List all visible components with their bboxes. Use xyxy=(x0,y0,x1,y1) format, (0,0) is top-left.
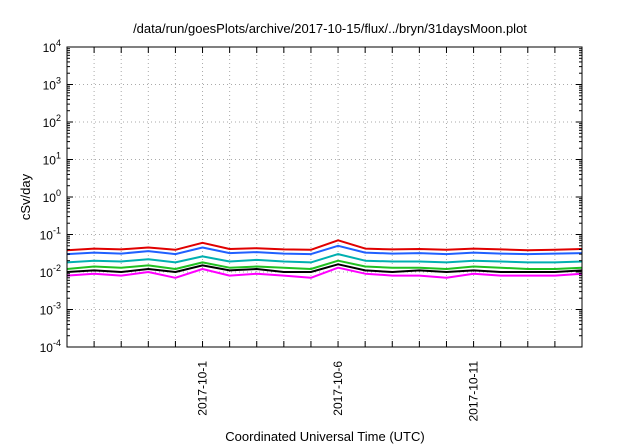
y-tick-labels: 10-4 10-3 10-2 10-1 100 101 102 103 104 xyxy=(40,38,61,355)
series-line xyxy=(66,253,583,264)
series-line xyxy=(66,263,583,273)
series-line xyxy=(66,259,583,270)
y-tick-label: 103 xyxy=(43,76,61,93)
series-line xyxy=(66,244,583,256)
x-axis-label: Coordinated Universal Time (UTC) xyxy=(225,429,424,444)
x-tick-label: 2017-10-11 xyxy=(467,361,481,422)
y-tick-label: 10-3 xyxy=(40,301,61,318)
y-axis-label: cSv/day xyxy=(18,173,33,220)
series-line xyxy=(66,239,583,252)
series-group xyxy=(66,239,583,279)
x-tick-label: 2017-10-1 xyxy=(196,361,210,416)
chart-title: /data/run/goesPlots/archive/2017-10-15/f… xyxy=(133,21,527,36)
axis-ticks xyxy=(66,46,583,348)
y-tick-label: 10-1 xyxy=(40,226,61,243)
y-tick-label: 10-4 xyxy=(40,338,61,355)
x-tick-labels: 2017-10-1 2017-10-6 2017-10-11 xyxy=(196,361,481,422)
grid-lines xyxy=(67,47,582,347)
plot-frame xyxy=(66,46,583,348)
series-line xyxy=(66,266,583,279)
x-tick-label: 2017-10-6 xyxy=(331,361,345,416)
y-tick-label: 101 xyxy=(43,151,61,168)
y-tick-label: 100 xyxy=(43,188,61,205)
y-tick-label: 102 xyxy=(43,113,61,130)
y-tick-label: 10-2 xyxy=(40,263,61,280)
y-tick-label: 104 xyxy=(43,38,61,55)
